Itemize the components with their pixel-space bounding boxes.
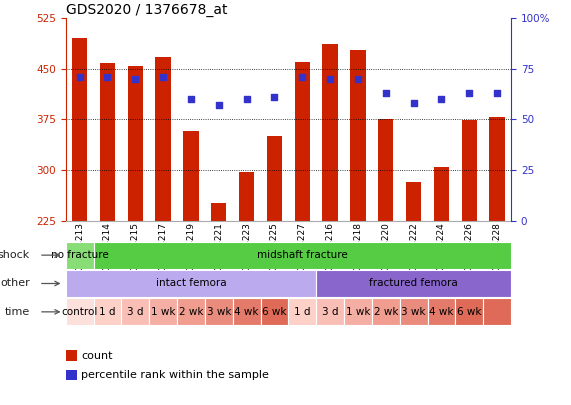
Text: percentile rank within the sample: percentile rank within the sample — [81, 370, 269, 380]
Text: 4 wk: 4 wk — [429, 307, 454, 317]
Text: shock: shock — [0, 250, 30, 260]
Bar — [233, 298, 260, 326]
Point — [159, 74, 168, 80]
Bar — [260, 298, 288, 326]
Text: GDS2020 / 1376678_at: GDS2020 / 1376678_at — [66, 3, 227, 17]
Bar — [66, 298, 94, 326]
Text: 2 wk: 2 wk — [179, 307, 203, 317]
Point — [214, 102, 223, 109]
Point — [297, 74, 307, 80]
Bar — [483, 298, 511, 326]
Text: 1 d: 1 d — [99, 307, 116, 317]
Bar — [100, 64, 115, 221]
Text: fractured femora: fractured femora — [369, 279, 458, 288]
Text: intact femora: intact femora — [156, 279, 226, 288]
Point — [409, 100, 418, 107]
Bar — [267, 136, 282, 221]
Text: 1 d: 1 d — [294, 307, 311, 317]
Bar — [149, 298, 177, 326]
Bar — [177, 298, 205, 326]
Point — [325, 76, 335, 82]
Text: control: control — [62, 307, 98, 317]
Bar — [400, 298, 428, 326]
Text: 4 wk: 4 wk — [234, 307, 259, 317]
Text: 2 wk: 2 wk — [373, 307, 398, 317]
Bar — [72, 38, 87, 221]
Text: midshaft fracture: midshaft fracture — [257, 250, 348, 260]
Bar — [428, 298, 456, 326]
Text: 3 wk: 3 wk — [401, 307, 426, 317]
Bar — [323, 44, 338, 221]
Text: 3 wk: 3 wk — [207, 307, 231, 317]
Bar — [316, 298, 344, 326]
Bar — [183, 131, 199, 221]
Bar — [316, 270, 511, 297]
Text: 3 d: 3 d — [127, 307, 143, 317]
Bar — [66, 270, 316, 297]
Text: 1 wk: 1 wk — [345, 307, 370, 317]
Point — [75, 74, 84, 80]
Point — [465, 90, 474, 96]
Point — [242, 96, 251, 102]
Bar — [489, 117, 505, 221]
Bar — [94, 298, 122, 326]
Point — [186, 96, 195, 102]
Bar — [155, 57, 171, 221]
Point — [493, 90, 502, 96]
Point — [353, 76, 363, 82]
Text: no fracture: no fracture — [51, 250, 108, 260]
Bar — [456, 298, 483, 326]
Bar — [122, 298, 149, 326]
Point — [131, 76, 140, 82]
Bar — [288, 298, 316, 326]
Text: other: other — [0, 279, 30, 288]
Bar — [434, 167, 449, 221]
Text: 3 d: 3 d — [322, 307, 339, 317]
Bar — [295, 62, 310, 221]
Point — [437, 96, 446, 102]
Text: time: time — [5, 307, 30, 317]
Bar — [461, 120, 477, 221]
Bar — [350, 50, 365, 221]
Bar — [66, 350, 77, 361]
Bar — [127, 66, 143, 221]
Text: count: count — [81, 351, 112, 361]
Bar — [205, 298, 233, 326]
Text: 6 wk: 6 wk — [262, 307, 287, 317]
Bar — [344, 298, 372, 326]
Text: 1 wk: 1 wk — [151, 307, 175, 317]
Text: 6 wk: 6 wk — [457, 307, 481, 317]
Bar — [66, 369, 77, 381]
Point — [103, 74, 112, 80]
Bar — [406, 181, 421, 221]
Point — [270, 94, 279, 100]
Bar — [66, 241, 94, 269]
Bar — [211, 202, 227, 221]
Bar — [372, 298, 400, 326]
Bar — [378, 119, 393, 221]
Bar — [239, 172, 254, 221]
Point — [381, 90, 391, 96]
